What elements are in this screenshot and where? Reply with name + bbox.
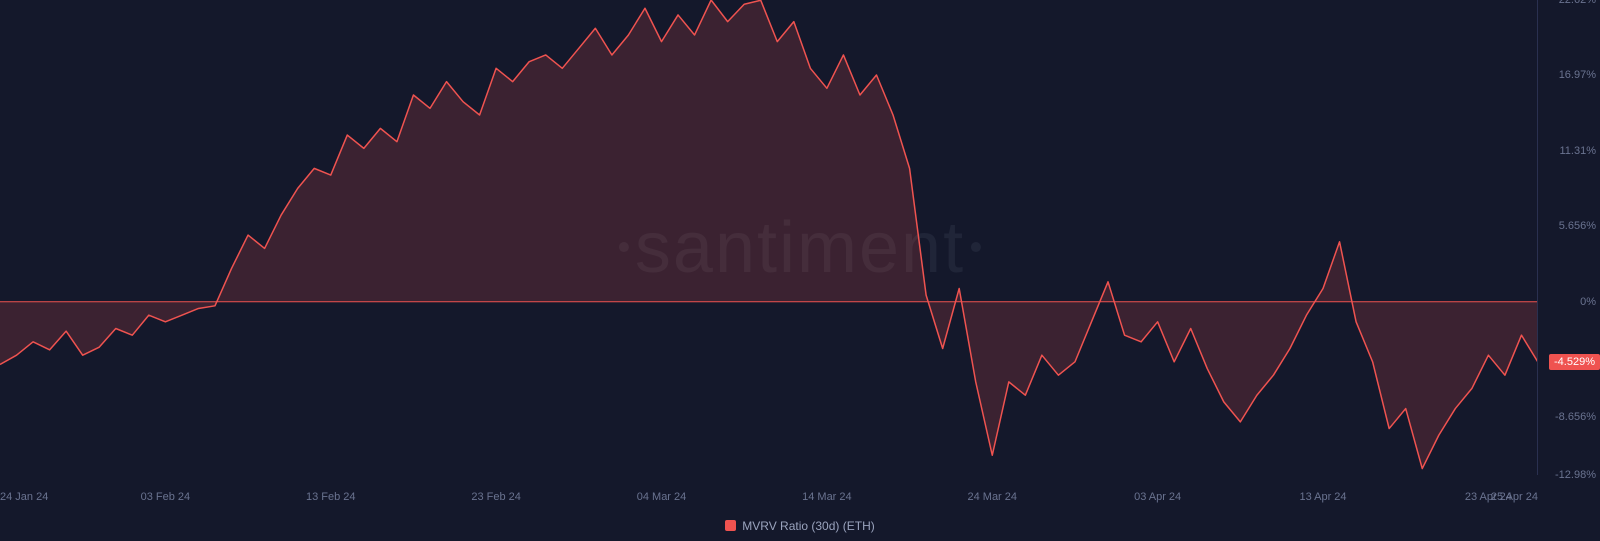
x-tick-label: 03 Feb 24: [141, 491, 191, 503]
x-tick-label: 13 Apr 24: [1299, 491, 1346, 503]
x-tick-label: 13 Feb 24: [306, 491, 356, 503]
y-tick-label: -8.656%: [1555, 411, 1596, 423]
x-tick-label: 25 Apr 24: [1491, 491, 1538, 503]
x-axis: 24 Jan 24 03 Feb 24 13 Feb 24 23 Feb 24 04 M…: [0, 483, 1538, 503]
legend[interactable]: MVRV Ratio (30d) (ETH): [0, 519, 1600, 533]
y-tick-label: 0%: [1580, 296, 1596, 308]
x-tick-label: 24 Jan 24: [0, 491, 48, 503]
x-tick-label: 23 Feb 24: [471, 491, 521, 503]
y-tick-label: 16.97%: [1559, 69, 1596, 81]
y-tick-label: 11.31%: [1560, 145, 1597, 157]
y-axis: 22.62% 16.97% 11.31% 5.656% 0% -8.656% -12.98%: [1538, 0, 1600, 541]
legend-swatch: [725, 520, 736, 531]
x-tick-label: 03 Apr 24: [1134, 491, 1181, 503]
mvrv-chart: santiment 22.62%16.97%11.31%5.656%0%-8.6…: [0, 0, 1600, 541]
series-area: [0, 0, 1538, 469]
x-tick-label: 04 Mar 24: [637, 491, 687, 503]
current-value-text: -4.529%: [1554, 356, 1595, 368]
y-tick-label: -12.98%: [1555, 469, 1596, 481]
current-value-badge: -4.529%: [1549, 354, 1600, 370]
legend-label: MVRV Ratio (30d) (ETH): [742, 519, 874, 533]
x-tick-label: 24 Mar 24: [967, 491, 1017, 503]
y-tick-label: 5.656%: [1559, 220, 1596, 232]
chart-plot-area[interactable]: [0, 0, 1538, 475]
y-tick-label: 22.62%: [1559, 0, 1596, 6]
x-tick-label: 14 Mar 24: [802, 491, 852, 503]
